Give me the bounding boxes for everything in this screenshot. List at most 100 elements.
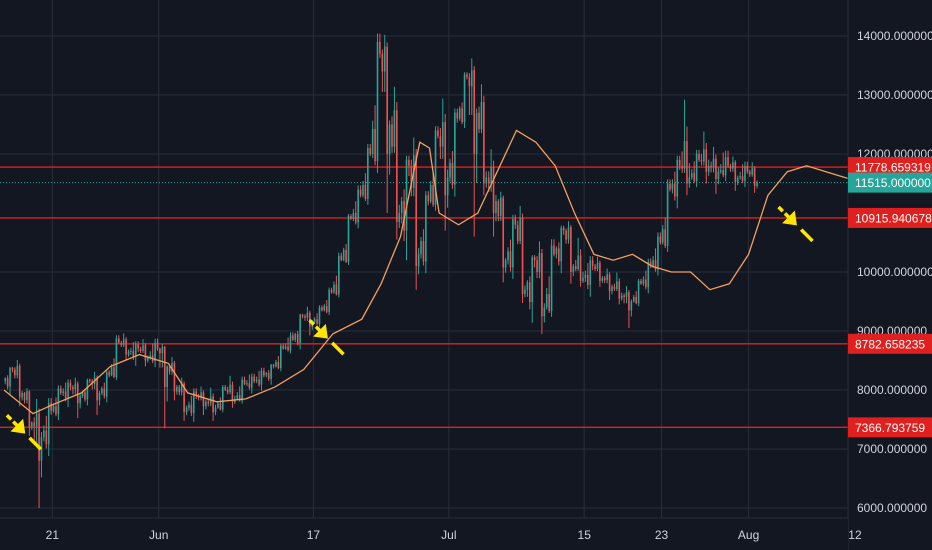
- candle-body: [188, 404, 190, 408]
- candle-body: [649, 261, 652, 267]
- candle-body: [260, 370, 263, 385]
- candle-body: [657, 236, 659, 270]
- candle-body: [357, 189, 359, 223]
- candle-body: [601, 277, 604, 281]
- candle-body: [248, 383, 251, 388]
- candle-body: [60, 388, 62, 393]
- time-axis[interactable]: 21 Jun 17 Jul 15 23 Aug 12: [0, 519, 862, 550]
- candle-body: [57, 388, 60, 415]
- candle-body: [105, 372, 108, 397]
- candle-body: [28, 391, 31, 427]
- candle-body: [364, 184, 367, 199]
- candle-body: [707, 165, 710, 172]
- candle-body: [582, 277, 584, 281]
- candle-body: [318, 307, 321, 324]
- candle-body: [374, 128, 376, 162]
- candle-body: [284, 346, 287, 349]
- candle-body: [120, 342, 123, 346]
- signal-arrow: [308, 319, 345, 356]
- candle-body: [226, 390, 229, 393]
- candle-body: [23, 392, 26, 401]
- candle-body: [746, 165, 749, 172]
- candle-body: [313, 319, 316, 323]
- candle-body: [570, 227, 572, 272]
- candle-body: [492, 166, 495, 213]
- candle-body: [299, 314, 301, 344]
- candle-body: [744, 165, 746, 182]
- candle-body: [727, 156, 729, 166]
- candle-body: [79, 395, 81, 404]
- horizontal-levels: [0, 166, 848, 429]
- candle-body: [396, 110, 398, 222]
- candle-body: [611, 286, 613, 292]
- level-label: 11778.659319: [855, 161, 931, 175]
- candle-body: [521, 217, 524, 295]
- candle-body: [705, 149, 708, 172]
- candle-body: [417, 254, 420, 267]
- candle-body: [74, 383, 77, 390]
- candle-body: [466, 74, 468, 78]
- candle-body: [137, 344, 139, 349]
- candle-body: [229, 384, 231, 393]
- candle-body: [664, 229, 666, 247]
- candle-body: [219, 403, 222, 410]
- candle-body: [6, 378, 9, 387]
- candle-body: [560, 227, 563, 262]
- candle-body: [9, 367, 11, 387]
- candle-body: [495, 201, 497, 213]
- candle-body: [147, 357, 149, 361]
- current-price-label-bg: [848, 172, 932, 193]
- time-tick-label: 12: [848, 528, 862, 542]
- candle-body: [620, 295, 623, 299]
- candle-body: [724, 156, 727, 176]
- candle-body: [408, 159, 410, 166]
- candle-body: [47, 403, 50, 445]
- candle-body: [512, 218, 514, 268]
- candle-body: [698, 154, 700, 160]
- candle-body: [519, 217, 521, 242]
- candle-body: [659, 236, 662, 243]
- candle-body: [613, 286, 616, 289]
- candle-body: [371, 128, 374, 154]
- time-tick-label: 15: [578, 528, 592, 542]
- candle-body: [333, 284, 335, 293]
- candle-body: [4, 378, 7, 382]
- candle-body: [710, 165, 712, 168]
- candle-body: [72, 387, 74, 390]
- price-axis[interactable]: 14000.00000013000.00000012000.0000001000…: [849, 0, 932, 550]
- candle-body: [468, 77, 471, 87]
- candle-body: [545, 294, 548, 308]
- candle-body: [461, 108, 463, 123]
- candle-body: [154, 342, 156, 362]
- candle-body: [555, 248, 558, 255]
- level-label: 10915.940678: [855, 211, 932, 225]
- candle-body: [502, 197, 505, 268]
- candle-body: [294, 333, 297, 340]
- candle-body: [541, 253, 543, 317]
- candle-body: [538, 253, 541, 272]
- candle-body: [437, 130, 439, 137]
- candle-body: [183, 383, 185, 413]
- candle-body: [577, 255, 579, 270]
- candle-body: [487, 177, 490, 184]
- candle-body: [548, 294, 550, 311]
- candle-body: [608, 274, 611, 292]
- time-tick-label: 17: [307, 528, 321, 542]
- candle-body: [456, 112, 459, 119]
- candle-body: [325, 305, 328, 313]
- candle-body: [43, 430, 45, 438]
- level-label-bg: [848, 417, 932, 438]
- level-label-bg: [848, 157, 932, 178]
- candle-body: [393, 110, 396, 147]
- candle-body: [362, 184, 364, 196]
- price-tick-label: 13000.000000: [857, 88, 932, 102]
- candle-body: [130, 350, 132, 352]
- candle-body: [661, 229, 664, 243]
- candle-body: [579, 255, 582, 281]
- grid-lines: [0, 0, 856, 518]
- candle-body: [139, 348, 142, 351]
- candle-body: [108, 372, 110, 376]
- candle-body: [18, 365, 21, 398]
- current-price-label: 11515.000000: [855, 176, 931, 190]
